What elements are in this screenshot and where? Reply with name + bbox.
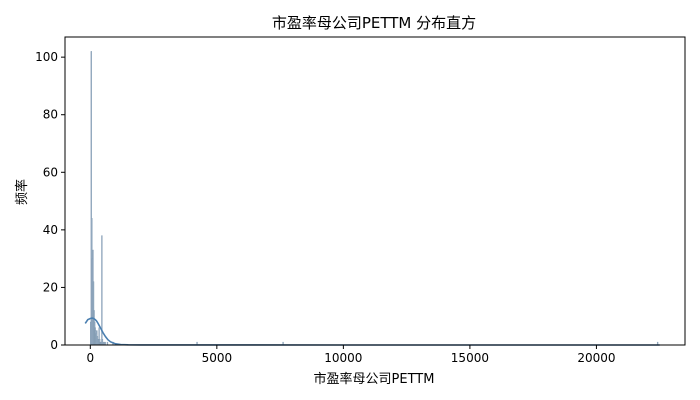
plot-frame	[65, 37, 685, 345]
x-tick-label: 15000	[451, 351, 489, 365]
x-tick-label: 0	[86, 351, 94, 365]
x-tick-label: 20000	[577, 351, 615, 365]
chart-title: 市盈率母公司PETTM 分布直方	[272, 14, 476, 32]
y-tick-label: 60	[43, 165, 58, 179]
x-tick-label: 5000	[202, 351, 233, 365]
y-tick-label: 20	[43, 280, 58, 294]
histogram-bars	[90, 51, 658, 345]
y-tick-label: 100	[35, 50, 58, 64]
y-axis-label: 频率	[14, 179, 30, 205]
y-axis-ticks: 0 20 40 60 80 100	[35, 50, 65, 352]
y-tick-label: 80	[43, 108, 58, 122]
x-axis-ticks: 0 5000 10000 15000 20000	[86, 345, 615, 365]
y-tick-label: 0	[50, 338, 58, 352]
y-tick-label: 40	[43, 223, 58, 237]
x-axis-label: 市盈率母公司PETTM	[314, 371, 435, 387]
x-tick-label: 10000	[324, 351, 362, 365]
kde-curve	[85, 318, 659, 345]
